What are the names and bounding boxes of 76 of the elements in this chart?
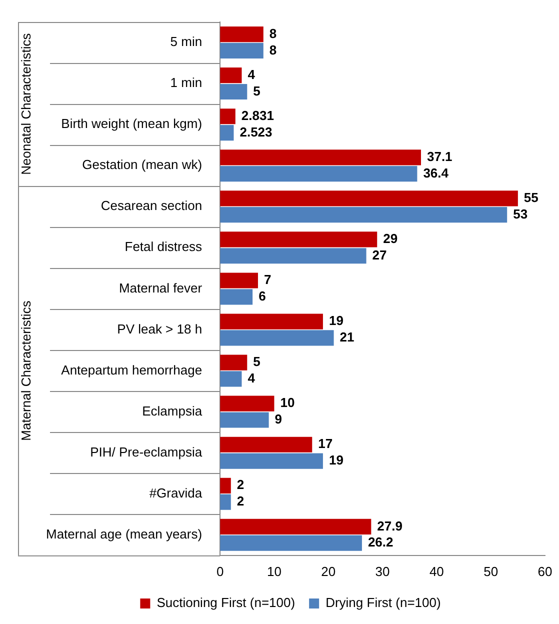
y-tick-label: Antepartum hemorrhage	[61, 362, 202, 378]
y-tick-label: Gestation (mean wk)	[82, 157, 202, 172]
data-label: 19	[328, 452, 344, 468]
data-label: 10	[280, 395, 295, 410]
y-tick-label: Birth weight (mean kgm)	[61, 116, 202, 132]
y-tick-label: #Gravida	[149, 485, 203, 500]
data-label: 4	[248, 66, 256, 82]
x-tick-label: 50	[484, 564, 498, 579]
bar	[220, 354, 248, 370]
x-tick-label: 0	[216, 564, 224, 579]
bar	[220, 166, 418, 182]
data-label: 6	[258, 288, 266, 304]
data-label: 53	[513, 206, 528, 222]
y-tick-label: 5 min	[170, 34, 202, 50]
data-label: 4	[248, 370, 256, 386]
bar	[220, 396, 274, 412]
bar	[220, 412, 269, 428]
legend-label: Drying First (n=100)	[326, 595, 441, 610]
bar	[220, 42, 264, 59]
bar	[220, 272, 258, 288]
y-tick-label: Fetal distress	[124, 239, 203, 254]
x-tick-label: 10	[266, 564, 282, 579]
y-tick-label: Eclampsia	[142, 403, 203, 418]
data-label: 27	[372, 247, 387, 262]
data-label: 21	[340, 330, 354, 345]
text: Neonatal Characteristics	[18, 32, 34, 175]
bar	[220, 232, 378, 248]
data-label: 9	[274, 412, 282, 427]
data-label: 2	[236, 494, 244, 509]
bar	[220, 124, 234, 141]
x-tick-label: 40	[429, 564, 444, 579]
bar	[220, 207, 508, 223]
y-tick-label: PV leak > 18 h	[117, 321, 202, 336]
data-label: 19	[328, 313, 344, 328]
bar	[220, 150, 421, 166]
bar	[220, 518, 372, 534]
x-tick-label: 60	[538, 564, 552, 579]
y-tick-label: 1 min	[170, 75, 202, 90]
bar	[220, 190, 518, 206]
x-tick-label: 30	[375, 564, 390, 579]
bar	[220, 84, 248, 100]
x-tick-label: 20	[321, 564, 336, 579]
bar	[220, 26, 264, 42]
data-label: 2.523	[240, 124, 272, 140]
bar	[220, 68, 242, 84]
data-label: 8	[269, 26, 277, 41]
data-label: 29	[383, 231, 398, 246]
data-label: 7	[264, 272, 272, 288]
data-label: 2.831	[241, 108, 274, 123]
data-label: 5	[253, 354, 260, 370]
y-tick-label: Maternal age (mean years)	[46, 526, 202, 542]
legend-label: Suctioning First (n=100)	[156, 595, 296, 610]
bar	[220, 108, 236, 124]
data-label: 5	[253, 83, 260, 98]
data-label: 8	[269, 42, 277, 58]
y-tick-label: PIH/ Pre-eclampsia	[90, 444, 203, 460]
bar	[220, 436, 312, 452]
y-tick-label: Maternal fever	[118, 280, 203, 296]
data-label: 17	[318, 436, 333, 452]
bar	[220, 535, 362, 551]
data-label: 27.9	[377, 518, 402, 534]
bar	[220, 330, 334, 346]
text: Maternal Characteristics	[18, 300, 34, 441]
y-tick-label: Cesarean section	[100, 198, 202, 214]
bar	[220, 478, 231, 494]
data-label: 37.1	[426, 148, 452, 164]
data-label: 26.2	[368, 534, 394, 550]
bar	[220, 494, 231, 510]
bar	[220, 314, 323, 330]
bar	[220, 289, 253, 305]
data-label: 36.4	[423, 165, 450, 180]
data-label: 55	[524, 190, 538, 206]
bar	[220, 453, 323, 469]
bar	[220, 371, 242, 387]
bar	[220, 248, 366, 264]
data-label: 2	[236, 477, 244, 492]
